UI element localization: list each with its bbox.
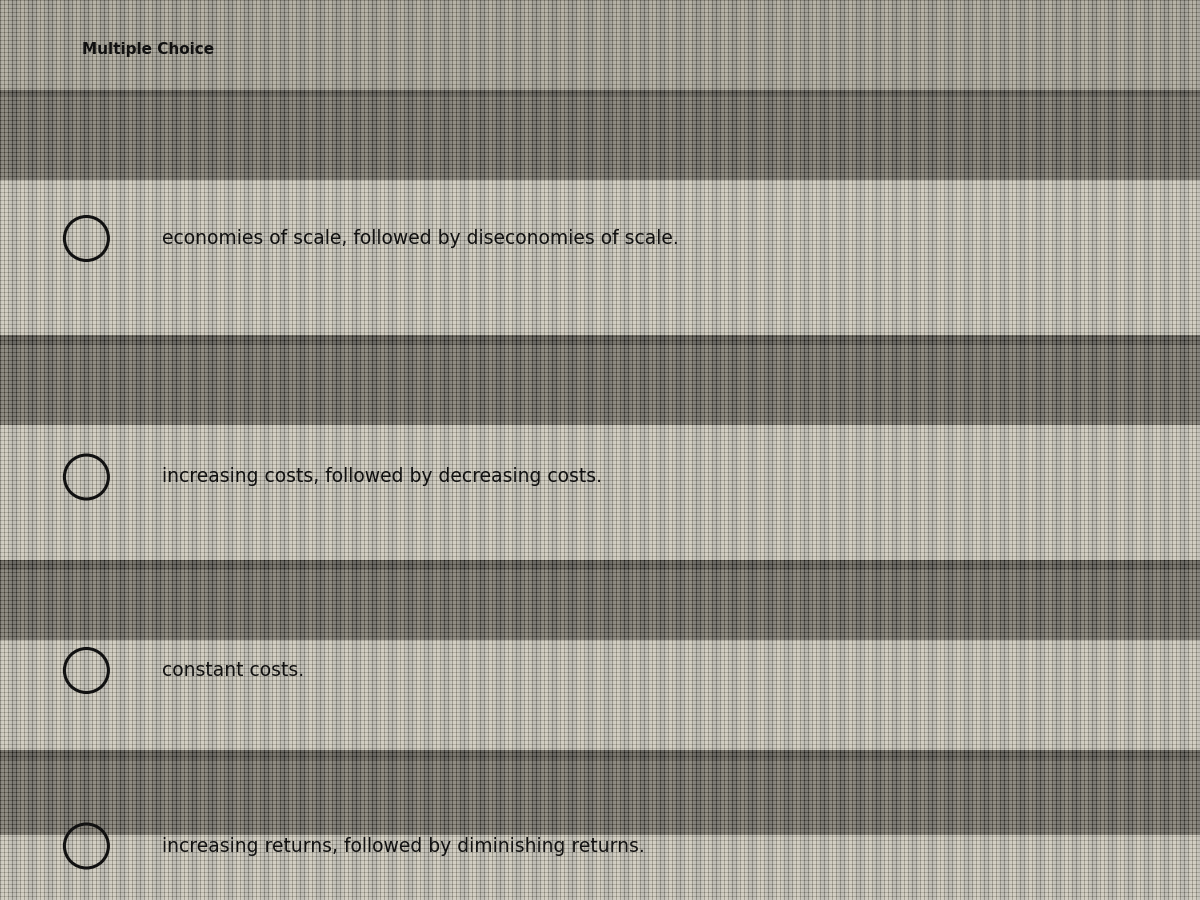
- Text: constant costs.: constant costs.: [162, 661, 304, 680]
- Text: increasing returns, followed by diminishing returns.: increasing returns, followed by diminish…: [162, 836, 644, 856]
- Text: Multiple Choice: Multiple Choice: [82, 42, 214, 57]
- Text: increasing costs, followed by decreasing costs.: increasing costs, followed by decreasing…: [162, 467, 602, 487]
- Text: economies of scale, followed by diseconomies of scale.: economies of scale, followed by disecono…: [162, 229, 679, 248]
